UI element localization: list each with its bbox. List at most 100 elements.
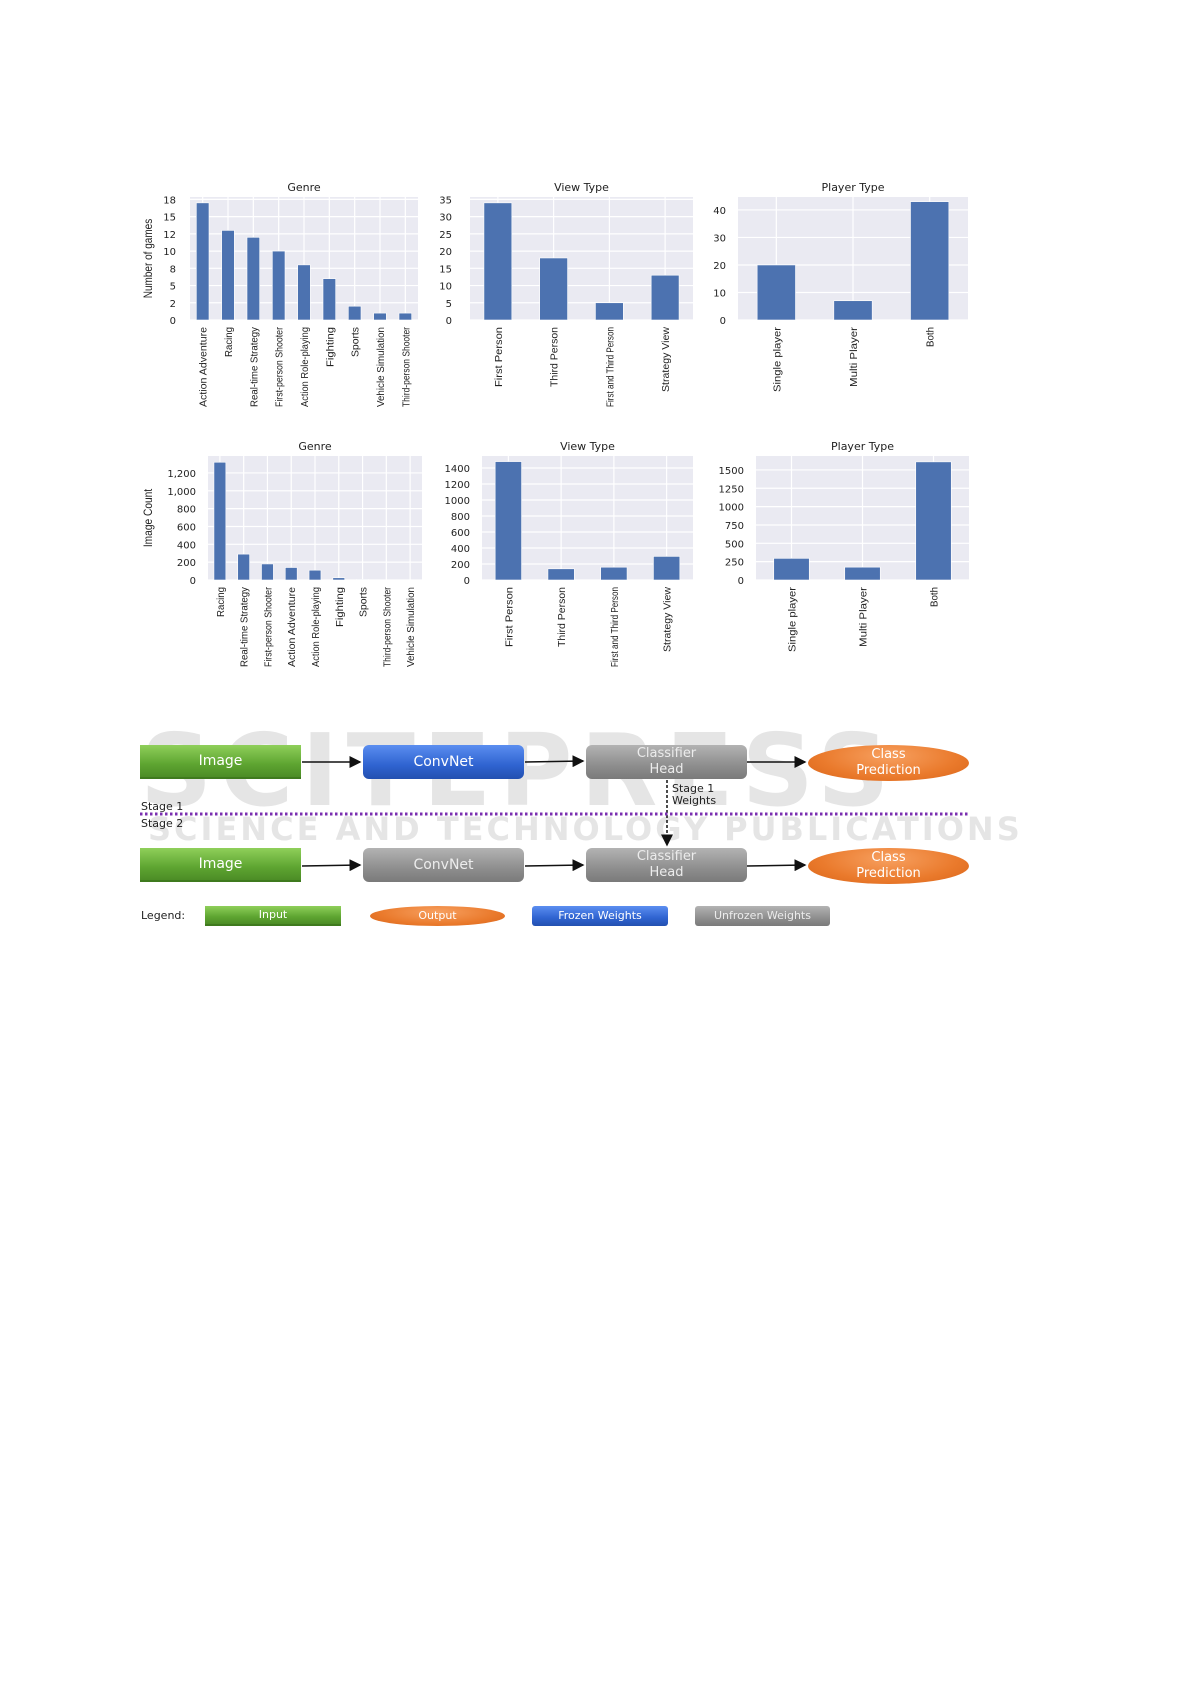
x-tick-label: Sports (350, 327, 362, 357)
y-tick-label: 40 (713, 206, 726, 217)
y-tick-label: 5 (446, 299, 452, 310)
label: Input (258, 908, 288, 921)
y-tick-label: 750 (725, 521, 744, 532)
x-tick-label: Action Adventure (198, 327, 210, 407)
stage1-weights-label: Stage 1 Weights (672, 782, 717, 807)
y-tick-label: 1,000 (167, 487, 196, 498)
chart-title: Player Type (822, 181, 885, 194)
bar (539, 257, 568, 321)
stage1-image-box: Image (140, 745, 301, 779)
x-tick-label: Sports (358, 587, 370, 617)
x-tick-label: First Person (503, 587, 515, 647)
x-tick-label: Multi Player (848, 326, 860, 387)
x-tick-label: Both (925, 327, 937, 347)
y-tick-label: 1250 (719, 484, 744, 495)
stage2-convnet-box: ConvNet (363, 848, 524, 882)
bar (373, 312, 387, 321)
y-tick-label: 1400 (445, 464, 470, 475)
legend-frozen-weights: Frozen Weights (532, 906, 668, 926)
x-tick-label: Racing (215, 587, 227, 617)
x-tick-label: Vehicle Simulation (375, 327, 387, 407)
x-tick-label: Multi Player (858, 586, 870, 647)
y-tick-label: 200 (451, 560, 470, 571)
bar (483, 202, 513, 321)
x-tick-label: Single player (771, 326, 783, 392)
y-tick-label: 0 (446, 316, 452, 327)
chart-title: Genre (287, 181, 321, 194)
x-tick-label: Single player (787, 586, 799, 652)
y-tick-label: 35 (439, 195, 452, 206)
x-tick-label: First-person Shooter (274, 327, 286, 407)
bar (650, 274, 680, 321)
y-tick-label: 1000 (719, 503, 744, 514)
label: ConvNet (413, 754, 474, 770)
y-tick-label: 15 (163, 213, 176, 224)
x-tick-label: Vehicle Simulation (405, 587, 417, 667)
arrow (524, 859, 585, 872)
bar (915, 461, 952, 581)
y-tick-label: 10 (163, 247, 176, 258)
bar (833, 300, 873, 321)
y-tick-label: 5 (170, 282, 176, 293)
bar (308, 569, 322, 581)
y-tick-label: 18 (163, 195, 176, 206)
x-tick-label: First and Third Person (604, 327, 616, 407)
y-tick-label: 25 (439, 230, 452, 241)
x-tick-label: Racing (223, 327, 235, 357)
label: Output (418, 909, 457, 922)
arrow (524, 755, 585, 768)
x-tick-label: Strategy View (660, 327, 672, 392)
y-axis-label: Image Count (141, 488, 155, 547)
y-tick-label: 200 (177, 558, 196, 569)
label: Class Prediction (856, 850, 921, 881)
bar (494, 461, 522, 581)
y-tick-label: 30 (439, 213, 452, 224)
x-tick-label: Action Role-playing (310, 587, 322, 667)
y-tick-label: 1200 (445, 480, 470, 491)
chart-title: Player Type (831, 440, 894, 453)
chart-title: Genre (298, 440, 332, 453)
y-tick-label: 1,200 (167, 469, 196, 480)
label: Frozen Weights (558, 909, 642, 922)
bar (547, 568, 575, 581)
bar (332, 577, 346, 581)
y-tick-label: 0 (720, 316, 726, 327)
y-tick-label: 0 (464, 576, 470, 587)
y-tick-label: 500 (725, 539, 744, 550)
x-tick-label: Action Role-playing (299, 327, 311, 407)
label: Image (198, 753, 243, 769)
arrow (746, 859, 807, 872)
bar (297, 264, 311, 321)
stage1-class-prediction: Class Prediction (808, 745, 969, 781)
x-tick-label: First and Third Person (609, 587, 621, 667)
y-tick-label: 10 (713, 288, 726, 299)
y-axis-label: Number of games (141, 219, 155, 299)
y-tick-label: 0 (738, 576, 744, 587)
bar (261, 563, 274, 581)
bar (653, 556, 681, 581)
y-tick-label: 1500 (719, 466, 744, 477)
legend-title: Legend: (141, 909, 186, 922)
bar (272, 250, 286, 321)
x-tick-label: Real-time Strategy (239, 586, 251, 667)
bar (398, 312, 412, 321)
x-tick-label: First Person (493, 327, 505, 387)
bar (221, 230, 235, 321)
bar (246, 237, 260, 321)
bar (284, 567, 298, 581)
y-tick-label: 250 (725, 558, 744, 569)
y-tick-label: 12 (163, 230, 176, 241)
x-tick-label: First-person Shooter (262, 587, 274, 667)
chart-title: View Type (554, 181, 609, 194)
y-tick-label: 800 (451, 512, 470, 523)
stage1-convnet-box: ConvNet (363, 745, 524, 779)
y-tick-label: 20 (713, 261, 726, 272)
x-tick-label: Fighting (324, 327, 336, 367)
y-tick-label: 0 (170, 316, 176, 327)
bar (213, 461, 227, 581)
bar (322, 278, 336, 321)
stage1-label: Stage 1 (141, 800, 184, 813)
x-tick-label: Third-person Shooter (400, 327, 412, 407)
